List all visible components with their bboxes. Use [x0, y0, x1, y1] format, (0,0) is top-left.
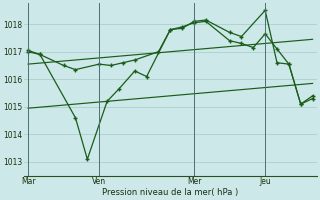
X-axis label: Pression niveau de la mer( hPa ): Pression niveau de la mer( hPa )	[102, 188, 238, 197]
